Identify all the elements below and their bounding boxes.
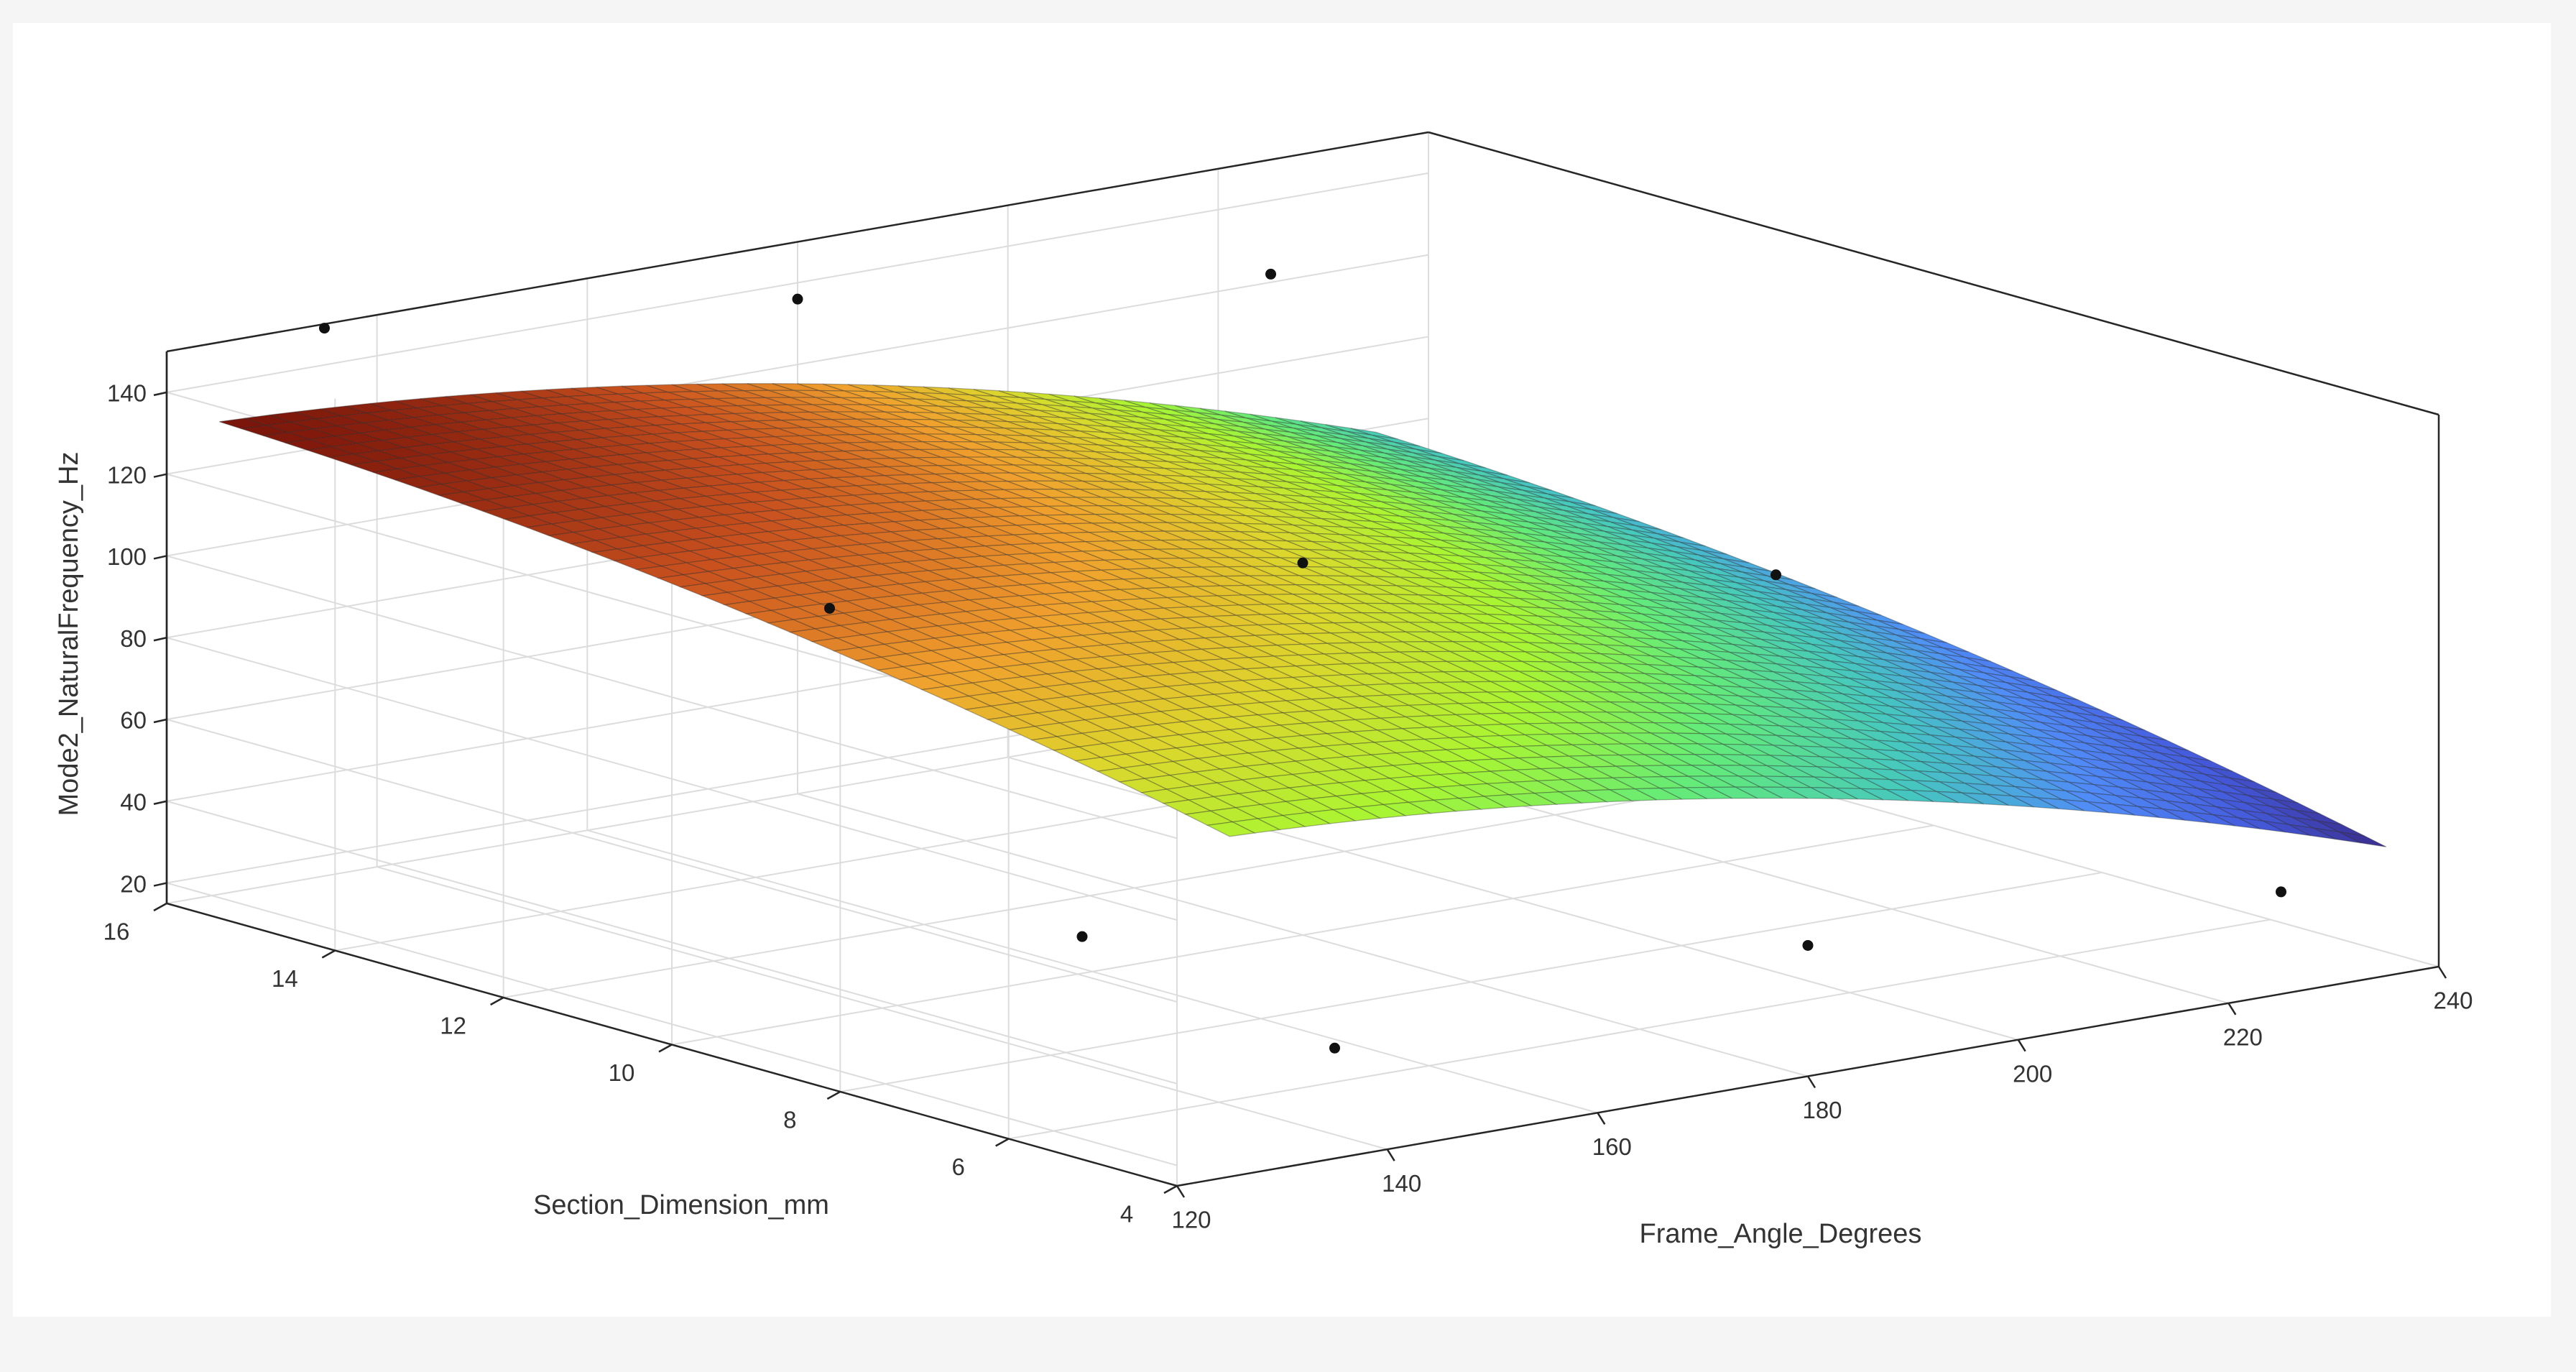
y-tick-label: 14 [272, 965, 298, 992]
tick-mark [1163, 1184, 1178, 1194]
tick-mark [490, 996, 504, 1006]
data-point [1802, 939, 1814, 951]
y-tick-label: 16 [103, 918, 130, 945]
tick-mark [995, 1138, 1010, 1147]
data-point [1297, 557, 1308, 568]
surface-chart: 120 140 160 180 200 220 240 4 6 8 10 12 14 16 20 40 60 80… [54, 131, 2473, 1249]
grid-line [671, 824, 1934, 1046]
tick-mark [1386, 1148, 1395, 1161]
surface-facet [2294, 809, 2342, 826]
z-tick-label: 20 [120, 870, 147, 897]
surface-facet [2229, 777, 2277, 793]
box-edge [166, 131, 1429, 353]
grid-line [166, 882, 1178, 1166]
y-tick-label: 4 [1120, 1201, 1133, 1228]
tick-mark [153, 637, 167, 642]
data-point [824, 602, 835, 614]
x-tick-label: 240 [2433, 987, 2473, 1014]
tick-mark [1176, 1185, 1186, 1198]
grid-line [503, 778, 1765, 998]
grid-line [166, 800, 1178, 1085]
tick-mark [153, 473, 167, 478]
tick-mark [1597, 1112, 1606, 1125]
z-tick-label: 60 [120, 707, 147, 734]
tick-mark [826, 1090, 841, 1100]
y-tick-label: 10 [609, 1059, 635, 1086]
tick-mark [658, 1044, 673, 1053]
y-tick-label: 8 [783, 1107, 796, 1133]
data-point [2276, 886, 2286, 898]
surface-facet [1372, 434, 1421, 447]
y-tick-label: 12 [440, 1013, 466, 1039]
tick-mark [153, 882, 167, 887]
data-point [1265, 268, 1276, 280]
surface-facet [2317, 820, 2365, 837]
z-tick-label: 40 [120, 788, 147, 815]
tick-mark [153, 800, 167, 805]
surface-facet [2185, 756, 2233, 772]
y-tick-label: 6 [951, 1154, 964, 1180]
data-point [1771, 569, 1781, 581]
grid-line [166, 172, 1429, 393]
data-point [319, 323, 330, 334]
x-tick-label: 120 [1171, 1207, 1211, 1233]
tick-mark [153, 718, 167, 724]
grid-line [1008, 918, 2271, 1140]
data-point [1076, 931, 1088, 942]
x-tick-label: 180 [1802, 1097, 1842, 1123]
axis-ticks: 120 140 160 180 200 220 240 4 6 8 10 12 14 16 20 40 60 80… [103, 380, 2473, 1233]
plot-panel: 120 140 160 180 200 220 240 4 6 8 10 12 14 16 20 40 60 80… [13, 23, 2551, 1317]
box-edge [1428, 131, 2439, 416]
grid-line [166, 637, 1178, 921]
grid-line [166, 555, 1178, 839]
tick-mark [153, 902, 167, 912]
tick-mark [153, 391, 167, 397]
surface-facet [2339, 831, 2387, 847]
tick-mark [2437, 966, 2447, 979]
y-axis-title: Section_Dimension_mm [533, 1190, 829, 1220]
x-tick-label: 220 [2223, 1024, 2263, 1051]
surface-facet [2163, 746, 2211, 762]
data-point [1329, 1042, 1340, 1054]
x-axis-title: Frame_Angle_Degrees [1640, 1219, 1922, 1249]
tick-mark [2228, 1003, 2237, 1016]
data-point [792, 293, 803, 305]
surface-facet [2250, 788, 2299, 804]
z-tick-label: 120 [107, 461, 147, 488]
tick-mark [153, 555, 167, 560]
surface-facet [2273, 798, 2321, 815]
tick-mark [1806, 1075, 1816, 1089]
grid-line [840, 872, 2102, 1092]
tick-mark [2017, 1039, 2026, 1052]
x-tick-label: 140 [1382, 1170, 1421, 1197]
surface-facet [1416, 448, 1464, 461]
z-tick-label: 140 [107, 380, 147, 407]
z-axis-title: Mode2_NaturalFrequency_Hz [54, 452, 84, 816]
grid-line [166, 719, 1178, 1003]
tick-mark [321, 949, 336, 959]
x-tick-label: 200 [2013, 1060, 2052, 1087]
surface-mesh [219, 383, 2387, 847]
x-tick-label: 160 [1592, 1133, 1632, 1160]
z-tick-label: 100 [107, 543, 147, 570]
data-points [319, 268, 2286, 1054]
z-tick-label: 80 [120, 625, 147, 652]
